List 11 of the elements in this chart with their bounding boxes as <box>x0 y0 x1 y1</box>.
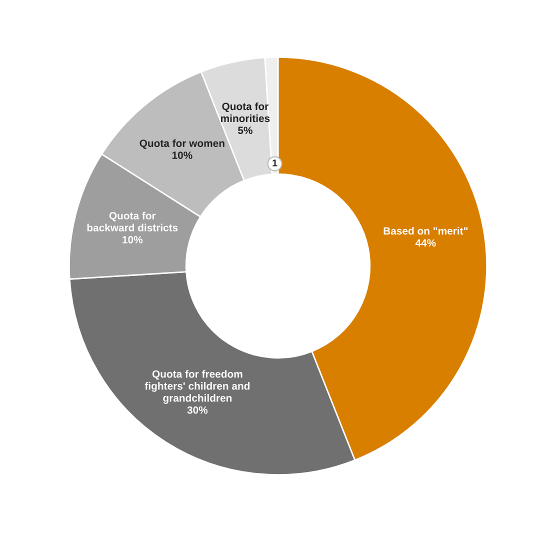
slice-label: Quota for freedom fighters' children and grandchildren <box>144 370 250 404</box>
data-label: 1 <box>272 160 278 166</box>
data-label: 44% <box>415 239 436 247</box>
data-label: 5% <box>238 126 252 134</box>
data-label: 30% <box>187 406 208 414</box>
slice-label: Quota for minorities <box>221 102 270 122</box>
slice-label: Quota for backward districts <box>87 212 178 232</box>
data-label: 10% <box>172 152 192 159</box>
slice-label: Quota for women <box>140 139 224 149</box>
data-label: 10% <box>122 236 143 244</box>
slice-label: Based on "merit" <box>384 226 468 235</box>
